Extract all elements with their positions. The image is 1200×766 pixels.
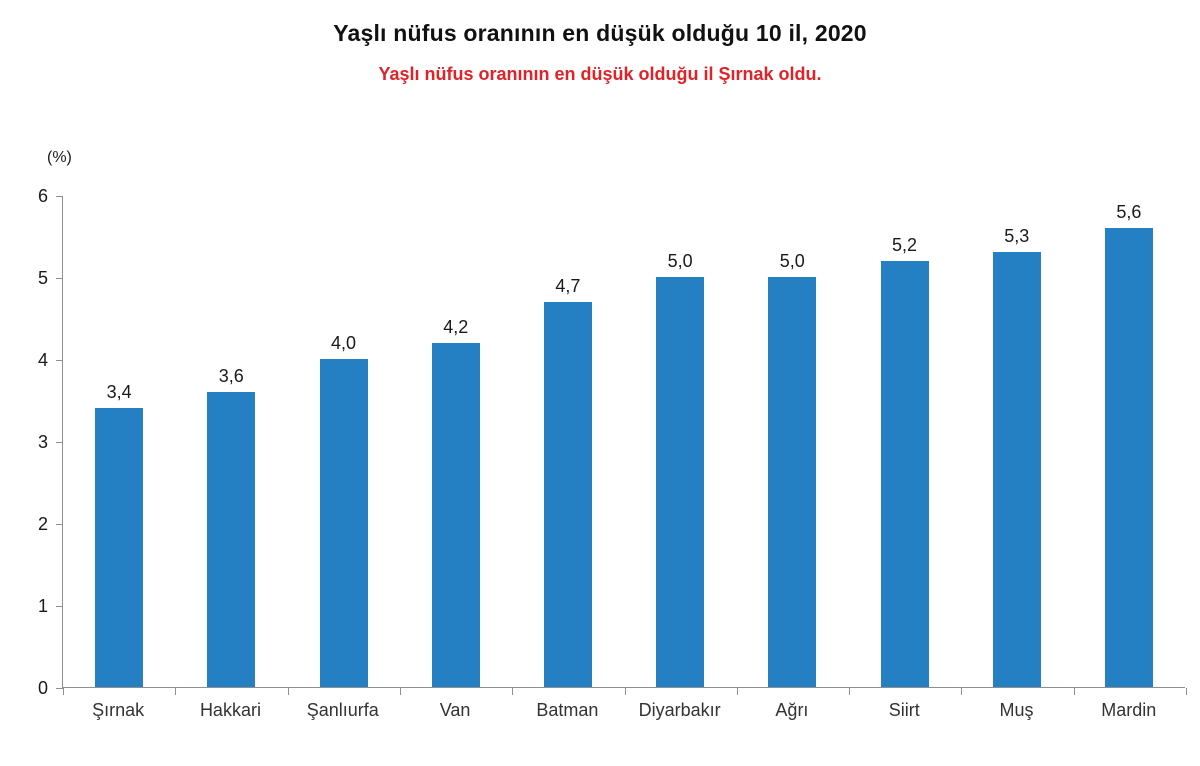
x-axis-tick-mark [63,688,64,695]
x-axis-tick-mark [849,688,851,695]
bar-column: 4,2 [400,196,512,687]
bar-value-label: 4,2 [443,316,469,337]
y-axis-tick-mark [56,442,63,443]
chart-subtitle: Yaşlı nüfus oranının en düşük olduğu il … [378,64,822,84]
bar-value-label: 5,6 [1116,201,1142,222]
bar-value-label: 5,0 [667,251,693,271]
y-axis-tick-label: 1 [37,596,48,616]
y-axis-tick-label: 3 [37,432,48,452]
bar [880,260,929,687]
chart-title: Yaşlı nüfus oranının en düşük olduğu 10 … [333,20,867,46]
y-axis-tick-mark [56,278,63,279]
y-axis-unit-label: (%) [47,149,72,166]
bar-column: 5,3 [961,196,1073,687]
y-axis-tick-mark [56,688,63,689]
x-axis-tick-mark [624,688,626,695]
bar-column: 5,2 [848,196,960,687]
bar-value-label: 4,7 [555,275,581,296]
bar-column: 5,0 [624,196,736,687]
bar-column: 5,6 [1073,196,1185,687]
bar [207,391,256,687]
y-axis-tick-label: 0 [37,678,48,698]
y-axis-tick-mark [56,196,63,197]
bar-value-label: 3,4 [106,382,132,403]
bar [319,359,368,687]
plot-area: 3,4 3,6 4,0 4,2 4,7 5,0 5,0 5,2 5,3 5,6 0 1 2 3 4 5 6 [38,187,1187,697]
bar [431,342,480,687]
x-axis-tick-mark [736,688,738,695]
x-axis-category-label: Van [439,700,471,720]
y-axis-tick-label: 4 [37,350,48,370]
bar-value-label: 5,3 [1004,226,1030,247]
x-axis-category-label: Şırnak [92,700,145,720]
y-axis-tick-mark [56,360,63,361]
bar-value-label: 5,0 [779,251,805,271]
bar [543,301,592,687]
bar-value-label: 5,2 [892,234,918,255]
bar-column: 4,0 [287,196,399,687]
bar [768,277,817,687]
x-axis-tick-mark [512,688,514,695]
x-axis-category-label: Batman [536,700,599,720]
x-axis-tick-mark [961,688,963,695]
bar-column: 5,0 [736,196,848,687]
bar-column: 3,6 [175,196,287,687]
x-axis-category-label: Siirt [888,700,920,720]
x-axis-tick-mark [1186,688,1187,695]
x-axis-tick-mark [175,688,177,695]
x-axis-tick-mark [1073,688,1075,695]
x-axis-category-label: Hakkari [199,700,261,720]
bars-container: 3,4 3,6 4,0 4,2 4,7 5,0 5,0 5,2 5,3 5,6 [63,196,1185,687]
x-axis-category-label: Muş [999,700,1034,720]
x-axis-tick-mark [399,688,401,695]
bar-value-label: 3,6 [218,365,244,386]
y-axis-tick-mark [56,524,63,525]
bar [95,408,144,687]
bar [656,277,705,687]
bar-column: 4,7 [512,196,624,687]
bar-column: 3,4 [63,196,175,687]
x-axis-category-label: Şanlıurfa [306,700,379,720]
bar [1104,227,1153,687]
x-axis-tick-mark [287,688,289,695]
bar [992,252,1041,687]
y-axis-tick-label: 2 [37,514,48,534]
y-axis-tick-label: 6 [37,186,48,206]
y-axis-tick-mark [56,606,63,607]
x-axis-category-label: Ağrı [775,700,809,720]
x-axis-category-label: Mardin [1101,700,1157,720]
bar-value-label: 4,0 [330,333,357,353]
x-axis-category-label: Diyarbakır [638,700,721,720]
y-axis-tick-label: 5 [37,268,48,288]
x-axis-labels: Şırnak Hakkari Şanlıurfa Van Batman Diyarbakı… [62,700,1185,721]
